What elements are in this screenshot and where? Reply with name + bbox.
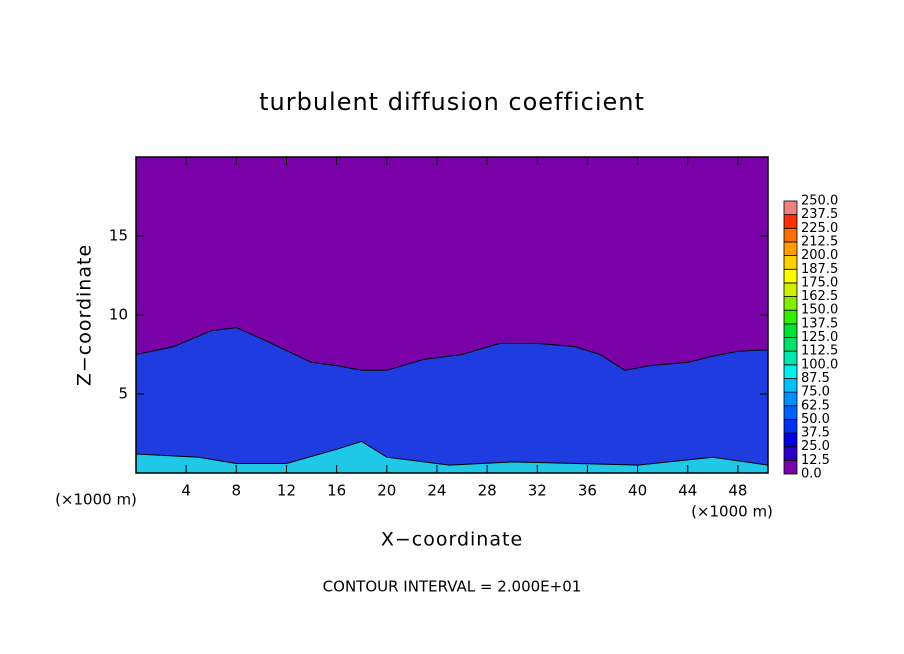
colorbar-label: 162.5 xyxy=(801,289,838,304)
x-axis-label: X−coordinate xyxy=(381,529,523,551)
x-tick-label: 44 xyxy=(678,482,697,500)
colorbar-box xyxy=(783,350,798,366)
colorbar-label: 12.5 xyxy=(801,453,830,468)
colorbar-label: 125.0 xyxy=(801,330,838,345)
colorbar-box xyxy=(783,241,798,256)
colorbar-label: 137.5 xyxy=(801,316,838,331)
colorbar-label: 50.0 xyxy=(801,412,830,427)
x-tick-label: 20 xyxy=(377,482,396,500)
colorbar-label: 150.0 xyxy=(801,303,838,318)
colorbar-label: 212.5 xyxy=(801,234,838,249)
x-unit-label: (×1000 m) xyxy=(55,491,137,509)
colorbar-label: 25.0 xyxy=(801,439,830,454)
colorbar-box xyxy=(783,418,798,434)
colorbar-box xyxy=(783,214,798,229)
field-layer xyxy=(135,327,769,474)
colorbar-label: 100.0 xyxy=(801,357,838,372)
colorbar-box xyxy=(783,432,798,448)
x-tick-label: 12 xyxy=(277,482,296,500)
x-tick-label: 36 xyxy=(578,482,597,500)
x-tick-label: 8 xyxy=(232,482,242,500)
colorbar-label: 225.0 xyxy=(801,221,838,236)
colorbar-label: 237.5 xyxy=(801,207,838,222)
y-tick-label: 15 xyxy=(109,227,128,245)
colorbar-label: 175.0 xyxy=(801,275,838,290)
chart-title: turbulent diffusion coefficient xyxy=(259,88,645,116)
x-unit-label: (×1000 m) xyxy=(691,503,773,521)
colorbar-label: 200.0 xyxy=(801,248,838,263)
colorbar-box xyxy=(783,323,798,338)
colorbar-box xyxy=(783,282,798,297)
y-tick-label: 5 xyxy=(118,385,128,403)
colorbar-box xyxy=(783,200,798,216)
x-tick-label: 28 xyxy=(478,482,497,500)
colorbar-box xyxy=(783,337,798,352)
x-tick-label: 16 xyxy=(327,482,346,500)
colorbar-box xyxy=(783,378,798,393)
colorbar-label: 37.5 xyxy=(801,426,830,441)
y-tick-label: 10 xyxy=(109,306,128,324)
colorbar-box xyxy=(783,255,798,270)
colorbar-label: 187.5 xyxy=(801,262,838,277)
x-tick-label: 40 xyxy=(628,482,647,500)
colorbar-box xyxy=(783,227,798,243)
colorbar-label: 62.5 xyxy=(801,398,830,413)
colorbar-box xyxy=(783,268,798,284)
colorbar-box xyxy=(783,405,798,420)
colorbar-label: 87.5 xyxy=(801,371,830,386)
x-tick-label: 24 xyxy=(427,482,446,500)
x-tick-label: 48 xyxy=(728,482,747,500)
field-layer xyxy=(135,440,769,474)
colorbar-box xyxy=(783,391,798,407)
colorbar-box xyxy=(783,446,798,461)
colorbar-box xyxy=(783,459,798,475)
x-tick-label: 4 xyxy=(181,482,191,500)
y-axis-label: Z−coordinate xyxy=(74,244,96,386)
colorbar-label: 250.0 xyxy=(801,194,838,209)
colorbar-label: 75.0 xyxy=(801,385,830,400)
colorbar-label: 0.0 xyxy=(801,467,822,482)
x-tick-label: 32 xyxy=(528,482,547,500)
colorbar-box xyxy=(783,309,798,325)
colorbar-box xyxy=(783,296,798,311)
colorbar-box xyxy=(783,364,798,379)
annotation: CONTOUR INTERVAL = 2.000E+01 xyxy=(323,578,582,596)
colorbar-label: 112.5 xyxy=(801,344,838,359)
